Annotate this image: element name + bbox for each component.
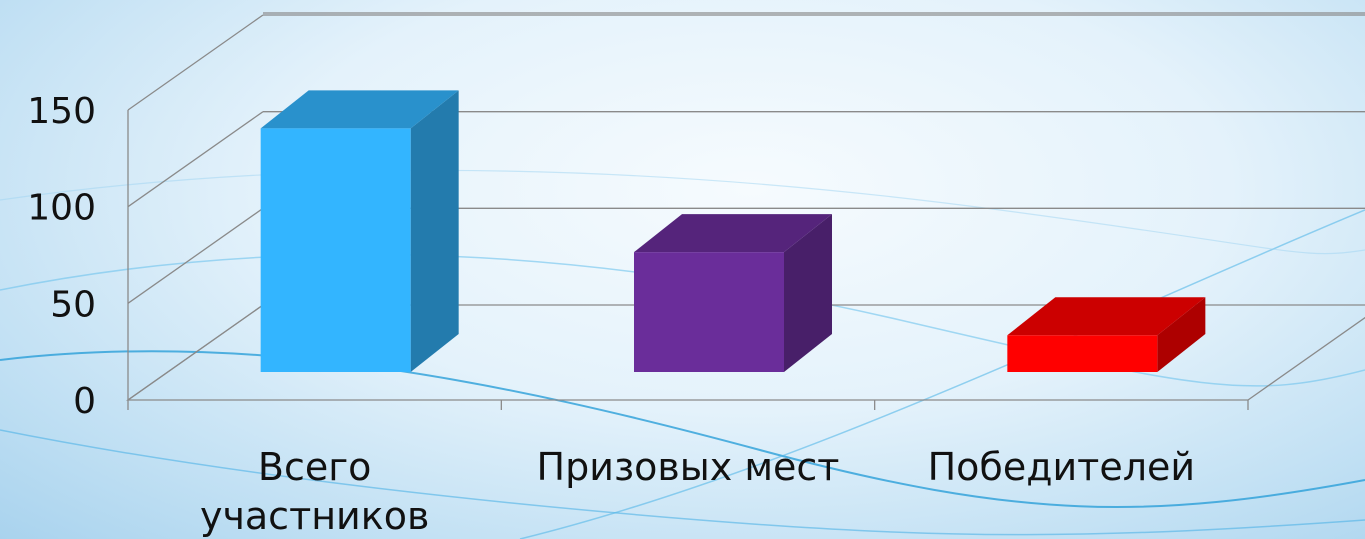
chart-axes — [125, 12, 1365, 410]
bar-side-face — [1157, 297, 1206, 372]
chart-bars — [260, 90, 1206, 373]
x-category-label: Призовых мест — [537, 445, 840, 489]
y-tick-label: 150 — [27, 91, 96, 132]
bar-front-face — [1007, 335, 1158, 372]
background-wave — [0, 429, 1365, 536]
bar — [260, 90, 459, 373]
gridline-side — [127, 207, 264, 304]
bar-front-face — [634, 252, 784, 372]
bar-front-face — [260, 128, 411, 372]
x-category-label-line: Победителей — [928, 445, 1195, 489]
bar-side-face — [784, 214, 832, 372]
x-category-label: Всего участников — [200, 445, 429, 538]
background-wave — [519, 209, 1365, 539]
bar-top-face — [1007, 297, 1206, 336]
y-tick-label: 100 — [27, 188, 96, 229]
y-tick-label: 50 — [50, 284, 96, 325]
x-category-label-line: Всего — [258, 445, 372, 489]
chart-labels: 0 50 100 150 Всего участников Призовых мест Поб… — [27, 91, 1195, 538]
bar — [634, 214, 832, 372]
background-wave — [0, 350, 1365, 509]
x-category-label-line: участников — [200, 494, 429, 538]
gridline-side — [127, 14, 264, 111]
x-category-label: Победителей — [928, 445, 1195, 489]
y-tick-label: 0 — [73, 381, 96, 422]
gridline-side — [127, 111, 264, 208]
bar-top-face — [634, 214, 832, 253]
bar-side-face — [410, 90, 459, 373]
bar — [1007, 297, 1206, 372]
bar-top-face — [260, 90, 459, 129]
x-category-label-line: Призовых мест — [537, 445, 840, 489]
